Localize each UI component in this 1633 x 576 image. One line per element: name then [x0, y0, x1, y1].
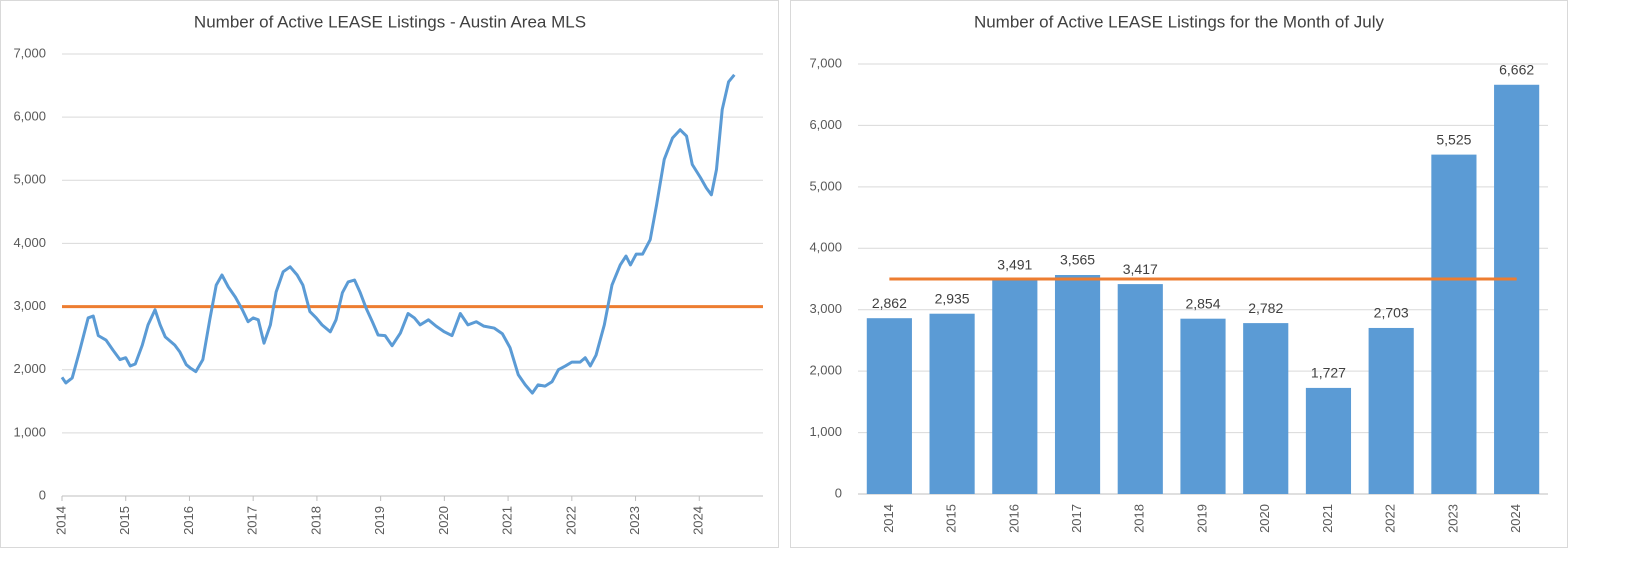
- x-tick-label: 2021: [500, 506, 515, 535]
- value-label: 2,703: [1374, 305, 1409, 321]
- line-series: [60, 73, 736, 395]
- x-tick-label: 2024: [691, 506, 706, 535]
- bar: [1243, 323, 1289, 494]
- y-tick-label: 0: [835, 485, 842, 500]
- y-tick-label: 1,000: [809, 424, 842, 439]
- bar: [1180, 318, 1226, 494]
- y-tick-label: 7,000: [809, 55, 842, 70]
- x-tick-label: 2014: [53, 506, 68, 535]
- x-tick-label: 2024: [1508, 504, 1523, 533]
- x-tick-label: 2016: [1006, 504, 1021, 533]
- x-tick-label: 2018: [1132, 504, 1147, 533]
- x-tick-label: 2020: [436, 506, 451, 535]
- value-label: 5,525: [1436, 131, 1471, 147]
- x-tick-label: 2016: [181, 506, 196, 535]
- x-tick-label: 2023: [627, 506, 642, 535]
- bar: [1431, 154, 1477, 494]
- bar: [1117, 284, 1163, 494]
- y-tick-label: 4,000: [809, 240, 842, 255]
- value-label: 3,491: [997, 256, 1032, 272]
- bar: [1368, 327, 1414, 494]
- y-tick-label: 3,000: [809, 301, 842, 316]
- x-tick-label: 2014: [881, 504, 896, 533]
- x-tick-label: 2015: [944, 504, 959, 533]
- value-label: 6,662: [1499, 61, 1534, 77]
- bar: [992, 279, 1038, 494]
- value-label: 2,854: [1185, 295, 1220, 311]
- bar: [1305, 387, 1352, 494]
- value-label: 1,727: [1311, 365, 1346, 381]
- bar: [1494, 84, 1540, 495]
- y-tick-label: 5,000: [809, 178, 842, 193]
- x-tick-label: 2023: [1445, 504, 1460, 533]
- x-tick-label: 2019: [372, 506, 387, 535]
- y-tick-label: 0: [39, 487, 46, 502]
- panel: [0, 0, 779, 548]
- y-tick-label: 3,000: [13, 298, 46, 313]
- x-tick-label: 2022: [1383, 504, 1398, 533]
- x-tick-label: 2018: [308, 506, 323, 535]
- value-label: 2,782: [1248, 300, 1283, 316]
- value-label: 2,935: [935, 290, 970, 306]
- bar: [866, 318, 912, 494]
- x-tick-label: 2019: [1194, 504, 1209, 533]
- y-tick-label: 6,000: [13, 109, 46, 124]
- x-tick-label: 2017: [245, 506, 260, 535]
- value-label: 3,417: [1123, 261, 1158, 277]
- value-label: 2,862: [872, 295, 907, 311]
- x-tick-label: 2017: [1069, 504, 1084, 533]
- value-label: 3,565: [1060, 252, 1095, 268]
- y-tick-label: 2,000: [809, 363, 842, 378]
- bar: [929, 313, 975, 494]
- x-tick-label: 2022: [563, 506, 578, 535]
- y-tick-label: 7,000: [13, 45, 46, 60]
- y-tick-label: 6,000: [809, 117, 842, 132]
- x-tick-label: 2020: [1257, 504, 1272, 533]
- y-tick-label: 5,000: [13, 172, 46, 187]
- chart-title: Number of Active LEASE Listings - Austin…: [194, 12, 586, 31]
- y-tick-label: 2,000: [13, 361, 46, 376]
- y-tick-label: 1,000: [13, 424, 46, 439]
- x-tick-label: 2021: [1320, 504, 1335, 533]
- y-tick-label: 4,000: [13, 235, 46, 250]
- chart-title: Number of Active LEASE Listings for the …: [974, 12, 1385, 31]
- x-tick-label: 2015: [117, 506, 132, 535]
- bar: [1054, 275, 1101, 494]
